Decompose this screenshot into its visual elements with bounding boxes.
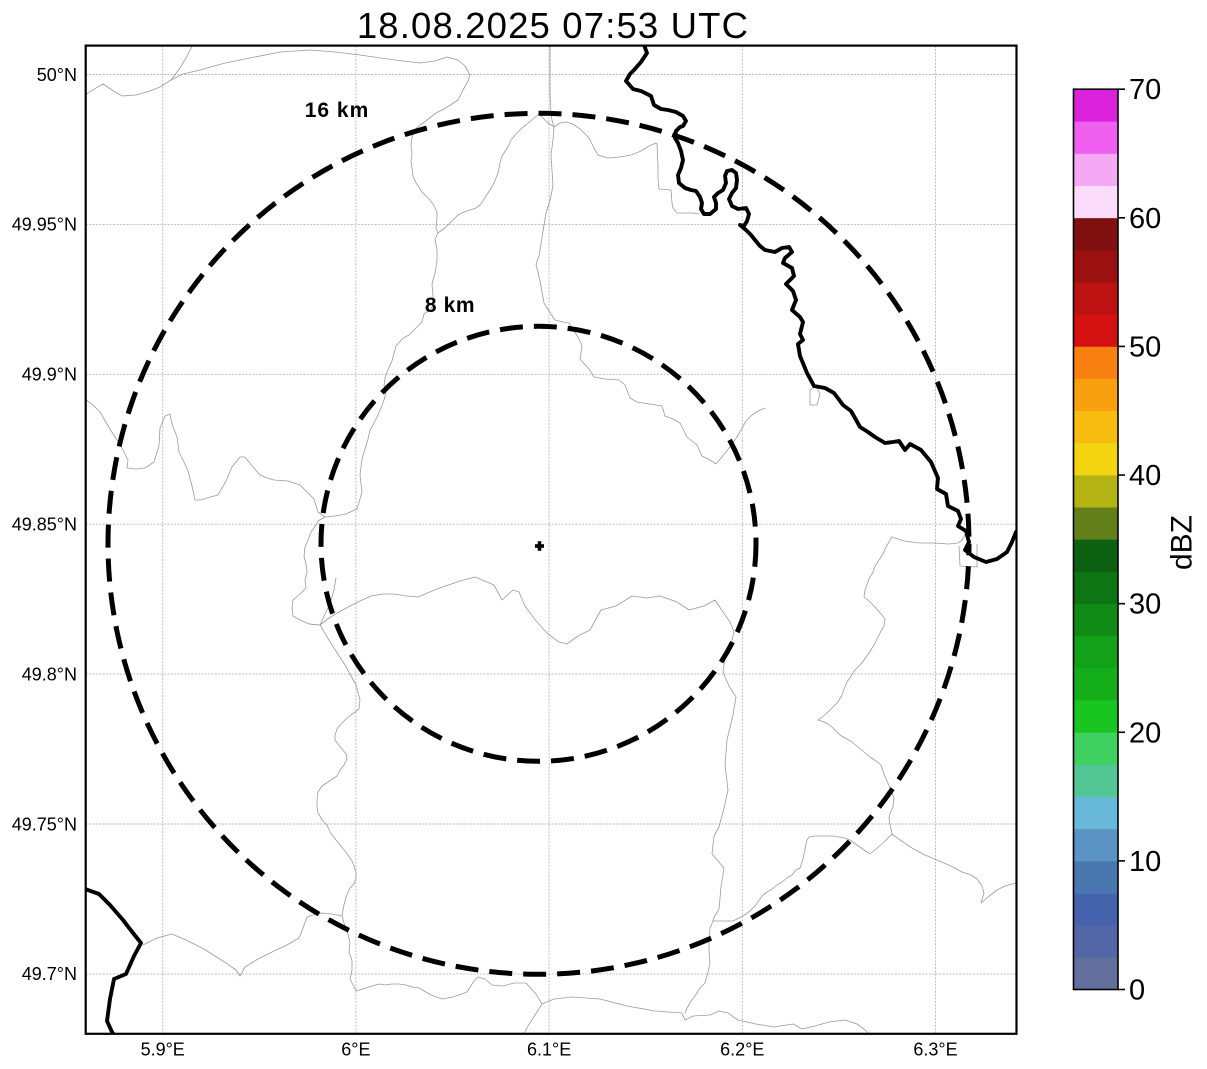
svg-text:16 km: 16 km [305,99,370,122]
svg-text:0: 0 [1129,975,1145,1007]
svg-text:49.7°N: 49.7°N [22,964,77,984]
svg-text:dBZ: dBZ [1166,515,1199,570]
svg-text:20: 20 [1129,717,1161,749]
svg-text:8 km: 8 km [425,294,475,317]
svg-text:49.9°N: 49.9°N [22,365,77,385]
svg-text:50: 50 [1129,331,1161,363]
svg-text:6.1°E: 6.1°E [527,1040,571,1060]
svg-text:30: 30 [1129,589,1161,621]
svg-text:60: 60 [1129,203,1161,235]
svg-text:6°E: 6°E [341,1040,370,1060]
svg-text:70: 70 [1129,74,1161,106]
svg-text:6.2°E: 6.2°E [720,1040,764,1060]
svg-text:18.08.2025 07:53 UTC: 18.08.2025 07:53 UTC [357,5,749,46]
svg-text:50°N: 50°N [37,65,77,85]
svg-text:10: 10 [1129,846,1161,878]
svg-text:49.85°N: 49.85°N [12,515,77,535]
svg-text:49.8°N: 49.8°N [22,664,77,684]
svg-text:49.75°N: 49.75°N [12,814,77,834]
svg-text:40: 40 [1129,460,1161,492]
svg-text:6.3°E: 6.3°E [913,1040,957,1060]
svg-text:49.95°N: 49.95°N [12,215,77,235]
svg-text:5.9°E: 5.9°E [141,1040,185,1060]
